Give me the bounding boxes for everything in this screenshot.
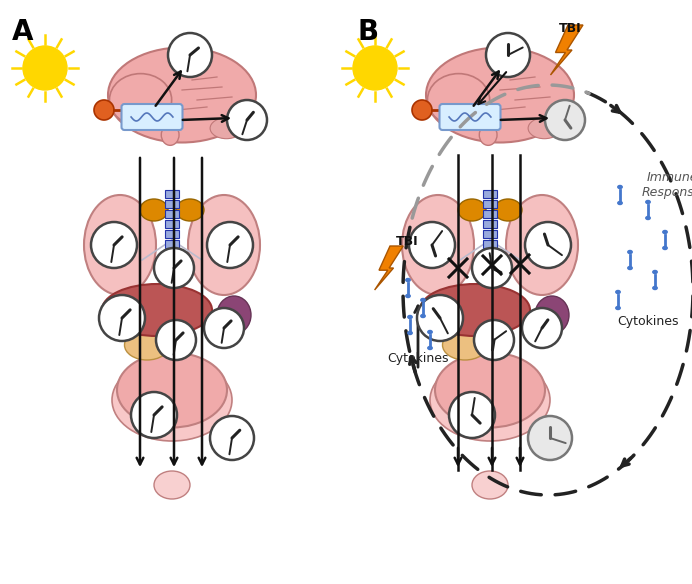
Ellipse shape bbox=[646, 217, 650, 220]
Ellipse shape bbox=[663, 231, 667, 234]
Circle shape bbox=[412, 100, 432, 120]
Ellipse shape bbox=[663, 246, 667, 249]
Bar bbox=[483, 250, 497, 258]
Ellipse shape bbox=[628, 251, 632, 253]
Ellipse shape bbox=[442, 330, 487, 360]
Ellipse shape bbox=[430, 359, 550, 441]
Circle shape bbox=[204, 308, 244, 348]
Circle shape bbox=[545, 100, 585, 140]
Ellipse shape bbox=[616, 290, 620, 294]
Ellipse shape bbox=[653, 270, 657, 273]
Ellipse shape bbox=[616, 307, 620, 310]
Ellipse shape bbox=[428, 331, 432, 333]
Circle shape bbox=[156, 320, 196, 360]
Ellipse shape bbox=[421, 314, 425, 318]
Circle shape bbox=[207, 222, 253, 268]
Circle shape bbox=[91, 222, 137, 268]
Circle shape bbox=[409, 222, 455, 268]
Ellipse shape bbox=[421, 298, 425, 301]
Bar bbox=[165, 190, 179, 198]
Text: Cytokines: Cytokines bbox=[388, 352, 448, 365]
Circle shape bbox=[154, 248, 194, 288]
Ellipse shape bbox=[125, 330, 170, 360]
Bar bbox=[165, 250, 179, 258]
Ellipse shape bbox=[84, 195, 156, 295]
Ellipse shape bbox=[117, 353, 227, 427]
Ellipse shape bbox=[528, 118, 561, 139]
Circle shape bbox=[131, 392, 177, 438]
Bar bbox=[483, 240, 497, 248]
Circle shape bbox=[474, 320, 514, 360]
Ellipse shape bbox=[188, 195, 260, 295]
Circle shape bbox=[227, 100, 267, 140]
Ellipse shape bbox=[176, 199, 204, 221]
Ellipse shape bbox=[435, 353, 545, 427]
Circle shape bbox=[99, 295, 145, 341]
Circle shape bbox=[353, 46, 397, 90]
Ellipse shape bbox=[408, 332, 412, 335]
Bar bbox=[483, 200, 497, 208]
Bar bbox=[165, 230, 179, 238]
Ellipse shape bbox=[112, 359, 232, 441]
Circle shape bbox=[472, 248, 512, 288]
Circle shape bbox=[522, 308, 562, 348]
Bar bbox=[483, 210, 497, 218]
Ellipse shape bbox=[618, 186, 622, 189]
Bar bbox=[165, 210, 179, 218]
Ellipse shape bbox=[402, 195, 474, 295]
Circle shape bbox=[486, 33, 530, 77]
Ellipse shape bbox=[535, 296, 569, 334]
Ellipse shape bbox=[154, 471, 190, 499]
Ellipse shape bbox=[506, 195, 578, 295]
Circle shape bbox=[525, 222, 571, 268]
Ellipse shape bbox=[618, 201, 622, 204]
Circle shape bbox=[168, 33, 212, 77]
FancyBboxPatch shape bbox=[439, 104, 500, 130]
Ellipse shape bbox=[109, 74, 172, 126]
Ellipse shape bbox=[140, 199, 168, 221]
Text: Immune
Response: Immune Response bbox=[641, 171, 692, 199]
Ellipse shape bbox=[428, 346, 432, 349]
Polygon shape bbox=[374, 246, 403, 290]
Text: TBI: TBI bbox=[396, 235, 418, 248]
Text: B: B bbox=[358, 18, 379, 46]
Bar bbox=[165, 220, 179, 228]
Ellipse shape bbox=[108, 47, 256, 142]
Ellipse shape bbox=[426, 47, 574, 142]
Ellipse shape bbox=[646, 200, 650, 203]
Bar bbox=[165, 240, 179, 248]
Ellipse shape bbox=[480, 124, 497, 145]
Ellipse shape bbox=[653, 287, 657, 290]
Ellipse shape bbox=[217, 296, 251, 334]
Bar bbox=[483, 230, 497, 238]
FancyBboxPatch shape bbox=[122, 104, 183, 130]
Text: TBI: TBI bbox=[558, 22, 581, 35]
Ellipse shape bbox=[458, 199, 486, 221]
Bar bbox=[483, 220, 497, 228]
Circle shape bbox=[210, 416, 254, 460]
Circle shape bbox=[94, 100, 114, 120]
Ellipse shape bbox=[408, 315, 412, 318]
Polygon shape bbox=[551, 25, 583, 75]
Ellipse shape bbox=[210, 118, 243, 139]
Ellipse shape bbox=[102, 284, 212, 336]
Text: Cytokines: Cytokines bbox=[617, 315, 679, 328]
Bar bbox=[483, 190, 497, 198]
Circle shape bbox=[449, 392, 495, 438]
Bar bbox=[165, 200, 179, 208]
Circle shape bbox=[528, 416, 572, 460]
Ellipse shape bbox=[420, 284, 530, 336]
Ellipse shape bbox=[161, 124, 179, 145]
Ellipse shape bbox=[428, 74, 490, 126]
Ellipse shape bbox=[406, 279, 410, 281]
Ellipse shape bbox=[494, 199, 522, 221]
Ellipse shape bbox=[472, 471, 508, 499]
Ellipse shape bbox=[406, 294, 410, 297]
Ellipse shape bbox=[628, 266, 632, 270]
Circle shape bbox=[23, 46, 67, 90]
Text: A: A bbox=[12, 18, 33, 46]
Circle shape bbox=[417, 295, 463, 341]
